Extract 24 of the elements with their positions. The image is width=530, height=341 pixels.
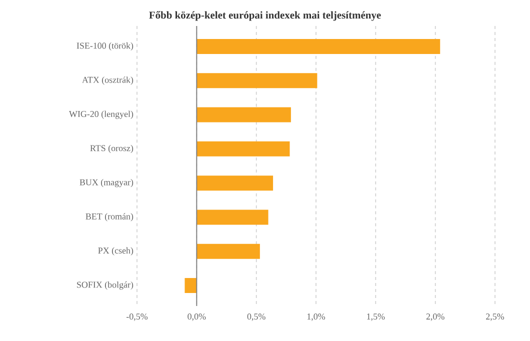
x-tick-label: 0,0% [188, 314, 206, 321]
x-tick-label: 2,5% [486, 314, 504, 321]
bar [196, 141, 290, 156]
y-tick-label: PX (cseh) [98, 247, 134, 256]
bar [196, 73, 318, 88]
y-tick-label: SOFIX (bolgár) [77, 281, 134, 290]
bar [196, 176, 274, 191]
y-tick-label: RTS (orosz) [90, 144, 134, 153]
y-tick-label: BUX (magyar) [80, 179, 134, 188]
x-tick-label: 0,5% [247, 314, 266, 321]
y-tick-label: BET (román) [86, 213, 134, 222]
y-tick-label: WIG-20 (lengyel) [69, 110, 134, 119]
y-tick-label: ISE-100 (török) [76, 42, 134, 51]
x-tick-label: 1,0% [307, 314, 326, 321]
bar [196, 244, 260, 259]
chart-title: Főbb közép-kelet európai indexek mai teljesítménye [149, 11, 381, 21]
bar [196, 107, 291, 122]
x-tick-label: -0,5% [126, 314, 148, 321]
y-tick-label: ATX (osztrák) [82, 76, 134, 85]
bar [196, 210, 268, 225]
bar [196, 38, 440, 54]
bar [184, 278, 197, 294]
x-tick-label: 1,5% [367, 314, 385, 321]
x-tick-label: 2,0% [426, 314, 444, 321]
